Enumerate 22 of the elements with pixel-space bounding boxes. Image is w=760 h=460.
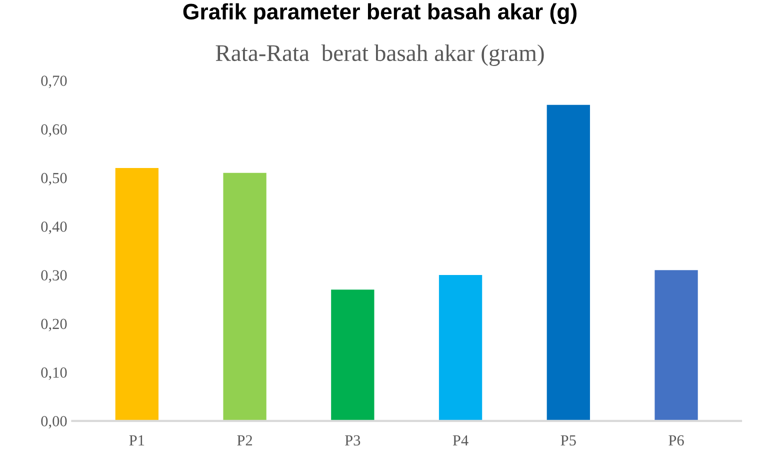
y-tick-label: 0,10: [41, 367, 67, 380]
x-tick-label: P4: [452, 435, 468, 446]
x-tick-label: P6: [668, 435, 684, 446]
y-tick-label: 0,30: [41, 270, 67, 283]
bar: [438, 275, 482, 421]
bar: [115, 168, 158, 421]
bar: [331, 290, 374, 421]
y-tick-label: 0,20: [41, 318, 67, 332]
x-tick-label: P1: [129, 435, 144, 446]
x-tick-label: P2: [237, 435, 252, 446]
y-tick-label: 0,70: [41, 76, 67, 88]
chart-subtitle: Rata-Rata berat basah akar (gram): [216, 44, 544, 66]
y-tick-label: 0,40: [41, 222, 67, 234]
y-tick-label: 0,00: [41, 416, 67, 429]
chart-title: Grafik parameter berat basah akar (g): [183, 3, 577, 24]
y-tick-label: 0,60: [41, 124, 67, 137]
y-tick-label: 0,50: [41, 172, 67, 186]
bar: [223, 172, 266, 421]
x-tick-label: P3: [345, 435, 360, 446]
bar: [654, 270, 698, 421]
bar: [546, 104, 590, 421]
x-tick-label: P5: [560, 435, 576, 446]
